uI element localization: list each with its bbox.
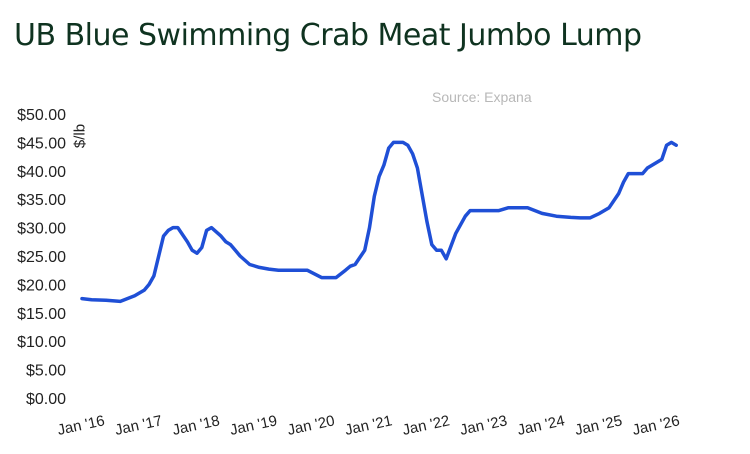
x-tick-label: Jan '22 [401, 412, 451, 439]
y-tick-label: $10.00 [17, 334, 66, 351]
y-tick-label: $15.00 [17, 306, 66, 323]
x-tick-label: Jan '19 [228, 412, 278, 439]
x-tick-label: Jan '23 [458, 412, 508, 439]
x-tick-label: Jan '18 [171, 412, 221, 439]
x-tick-label: Jan '20 [286, 412, 336, 439]
y-tick-label: $45.00 [17, 135, 66, 152]
y-tick-label: $35.00 [17, 192, 66, 209]
x-tick-label: Jan '24 [516, 412, 566, 439]
x-tick-label: Jan '25 [573, 412, 623, 439]
x-tick-label: Jan '16 [56, 412, 106, 439]
y-tick-label: $50.00 [17, 107, 66, 124]
x-tick-label: Jan '17 [113, 412, 163, 439]
source-note: Source: Expana [432, 89, 532, 105]
chart-title: UB Blue Swimming Crab Meat Jumbo Lump [14, 18, 642, 53]
x-tick-label: Jan '26 [631, 412, 681, 439]
y-tick-label: $30.00 [17, 221, 66, 238]
y-tick-label: $25.00 [17, 249, 66, 266]
y-tick-label: $0.00 [26, 391, 66, 408]
y-tick-label: $20.00 [17, 277, 66, 294]
y-tick-label: $40.00 [17, 164, 66, 181]
price-series-line [80, 140, 678, 304]
y-tick-label: $5.00 [26, 363, 66, 380]
x-tick-label: Jan '21 [343, 412, 393, 439]
